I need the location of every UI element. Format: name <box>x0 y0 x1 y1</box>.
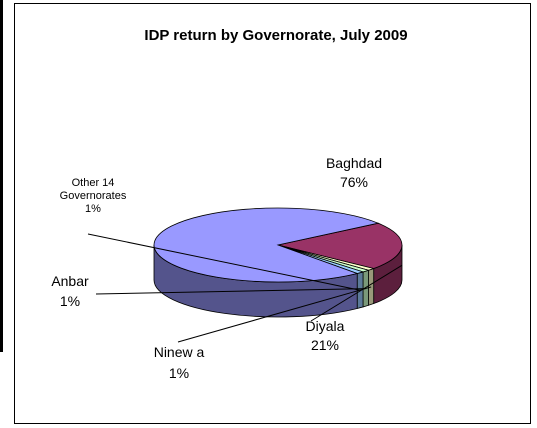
label-diyala-line-0: Diyala <box>306 318 345 334</box>
label-ninewa: Ninew a 1% <box>154 344 205 381</box>
label-anbar-line-1: 1% <box>60 293 80 309</box>
slice-labels: Baghdad 76%Diyala 21%Ninew a 1%Anbar 1%Other… <box>51 155 382 381</box>
label-other-14-governorates-line-0: Other 14 <box>72 177 115 189</box>
label-diyala: Diyala 21% <box>306 318 345 353</box>
label-baghdad-line-0: Baghdad <box>326 155 382 171</box>
slice-diyala <box>277 222 403 269</box>
label-anbar-line-0: Anbar <box>51 273 89 289</box>
label-other-14-governorates: Other 14 Governorates 1% <box>60 177 127 215</box>
label-baghdad-line-1: 76% <box>340 174 368 190</box>
pie-slices <box>153 207 403 318</box>
label-other-14-governorates-line-1: Governorates <box>60 190 127 202</box>
leader-other-14-governorates <box>87 233 361 291</box>
leader-ninewa <box>177 286 372 343</box>
label-baghdad: Baghdad 76% <box>326 155 382 190</box>
label-ninewa-line-0: Ninew a <box>154 344 205 360</box>
leader-anbar <box>95 288 366 295</box>
label-ninewa-line-1: 1% <box>169 365 189 381</box>
left-border-line <box>0 0 3 352</box>
label-diyala-line-1: 21% <box>311 337 339 353</box>
chart-title: IDP return by Governorate, July 2009 <box>144 27 407 44</box>
label-anbar: Anbar 1% <box>51 273 89 309</box>
slice-baghdad <box>153 207 380 283</box>
label-other-14-governorates-line-2: 1% <box>85 203 101 215</box>
leader-diyala <box>310 264 403 322</box>
leader-lines <box>87 233 403 343</box>
